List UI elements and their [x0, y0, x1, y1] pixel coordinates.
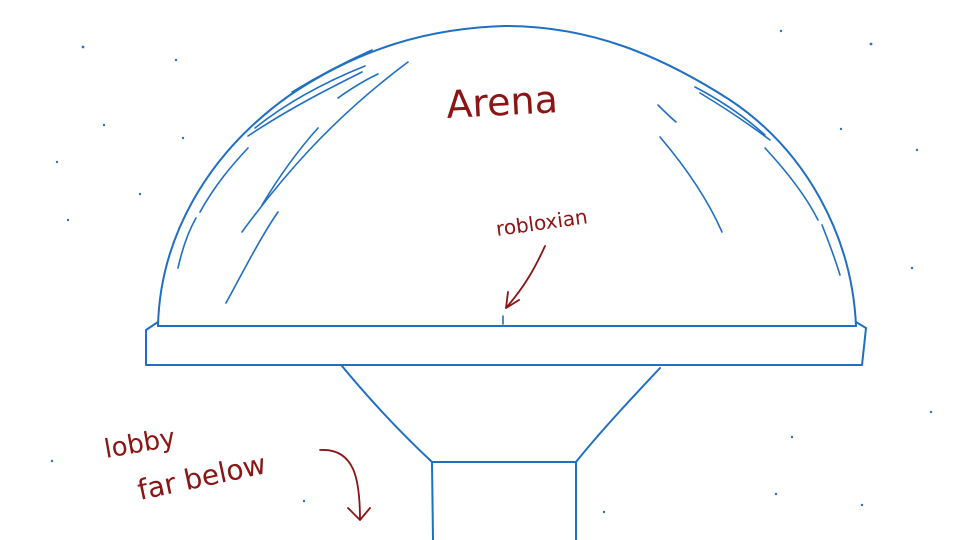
platform-rim [145, 321, 867, 366]
dome-outline [157, 25, 857, 327]
lobby-arrow [319, 449, 371, 521]
arena-label: Arena [445, 77, 559, 127]
robloxian-label: robloxian [494, 204, 589, 241]
dome-shading-strokes [177, 49, 841, 304]
robloxian-arrow [505, 245, 546, 309]
star-specks [50, 29, 933, 514]
funnel-support [341, 365, 661, 463]
support-column [431, 461, 577, 540]
lobby-label: lobby [102, 423, 178, 465]
